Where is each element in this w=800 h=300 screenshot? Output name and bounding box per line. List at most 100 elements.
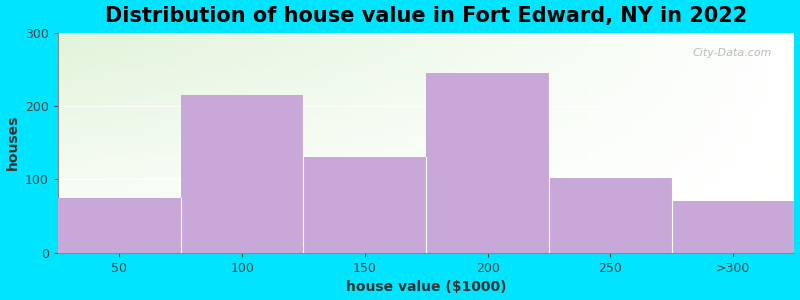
- Bar: [176, 116, 190, 121]
- Bar: [382, 235, 397, 240]
- Bar: [294, 218, 309, 222]
- Bar: [102, 33, 117, 37]
- Bar: [117, 209, 132, 213]
- Bar: [73, 121, 87, 125]
- Bar: [176, 196, 190, 200]
- Bar: [485, 240, 500, 244]
- Bar: [441, 182, 456, 187]
- Bar: [426, 248, 441, 253]
- Bar: [176, 81, 190, 85]
- Bar: [544, 99, 558, 103]
- Bar: [780, 125, 794, 130]
- Bar: [514, 200, 530, 204]
- Bar: [58, 213, 73, 218]
- Bar: [294, 125, 309, 130]
- Bar: [633, 174, 647, 178]
- Bar: [603, 174, 618, 178]
- Bar: [633, 240, 647, 244]
- Bar: [176, 41, 190, 46]
- Bar: [441, 68, 456, 72]
- Bar: [633, 107, 647, 112]
- Bar: [250, 72, 264, 77]
- Bar: [58, 165, 73, 169]
- Bar: [706, 231, 721, 235]
- Bar: [441, 187, 456, 191]
- Bar: [691, 204, 706, 209]
- Bar: [633, 143, 647, 147]
- Bar: [117, 103, 132, 107]
- Bar: [574, 130, 588, 134]
- Bar: [765, 143, 780, 147]
- Bar: [721, 77, 735, 81]
- Bar: [397, 222, 411, 226]
- Bar: [765, 107, 780, 112]
- Bar: [456, 46, 470, 50]
- Bar: [544, 138, 558, 143]
- Bar: [706, 138, 721, 143]
- Bar: [662, 235, 677, 240]
- Bar: [294, 37, 309, 41]
- Bar: [558, 77, 574, 81]
- Bar: [234, 107, 250, 112]
- Bar: [691, 41, 706, 46]
- Bar: [588, 240, 603, 244]
- Bar: [426, 90, 441, 94]
- Bar: [382, 99, 397, 103]
- Bar: [411, 204, 426, 209]
- Bar: [426, 147, 441, 152]
- Bar: [426, 125, 441, 130]
- Bar: [530, 112, 544, 116]
- Bar: [411, 112, 426, 116]
- Bar: [323, 182, 338, 187]
- Bar: [220, 200, 234, 204]
- Bar: [58, 72, 73, 77]
- Bar: [544, 143, 558, 147]
- Bar: [426, 37, 441, 41]
- Bar: [382, 116, 397, 121]
- Bar: [397, 134, 411, 138]
- Bar: [132, 64, 146, 68]
- Bar: [588, 196, 603, 200]
- Bar: [58, 196, 73, 200]
- Bar: [132, 231, 146, 235]
- Bar: [588, 81, 603, 85]
- Bar: [706, 147, 721, 152]
- Bar: [264, 191, 279, 196]
- Bar: [441, 235, 456, 240]
- Bar: [750, 55, 765, 59]
- Bar: [382, 46, 397, 50]
- Bar: [588, 134, 603, 138]
- Bar: [662, 46, 677, 50]
- Bar: [647, 182, 662, 187]
- Bar: [765, 226, 780, 231]
- Bar: [367, 187, 382, 191]
- Bar: [706, 116, 721, 121]
- Bar: [58, 37, 73, 41]
- Bar: [234, 182, 250, 187]
- Bar: [146, 182, 161, 187]
- Bar: [382, 165, 397, 169]
- Bar: [603, 240, 618, 244]
- Bar: [765, 46, 780, 50]
- Bar: [190, 143, 206, 147]
- Bar: [146, 147, 161, 152]
- Bar: [338, 156, 353, 160]
- Bar: [706, 152, 721, 156]
- Bar: [206, 191, 220, 196]
- Bar: [618, 130, 633, 134]
- Bar: [603, 200, 618, 204]
- Bar: [220, 77, 234, 81]
- Bar: [397, 72, 411, 77]
- Bar: [485, 99, 500, 103]
- Bar: [323, 77, 338, 81]
- Bar: [500, 156, 514, 160]
- Bar: [338, 147, 353, 152]
- Bar: [677, 204, 691, 209]
- Bar: [161, 55, 176, 59]
- Bar: [750, 64, 765, 68]
- Bar: [426, 218, 441, 222]
- Bar: [397, 204, 411, 209]
- Bar: [633, 147, 647, 152]
- Bar: [176, 112, 190, 116]
- Bar: [264, 72, 279, 77]
